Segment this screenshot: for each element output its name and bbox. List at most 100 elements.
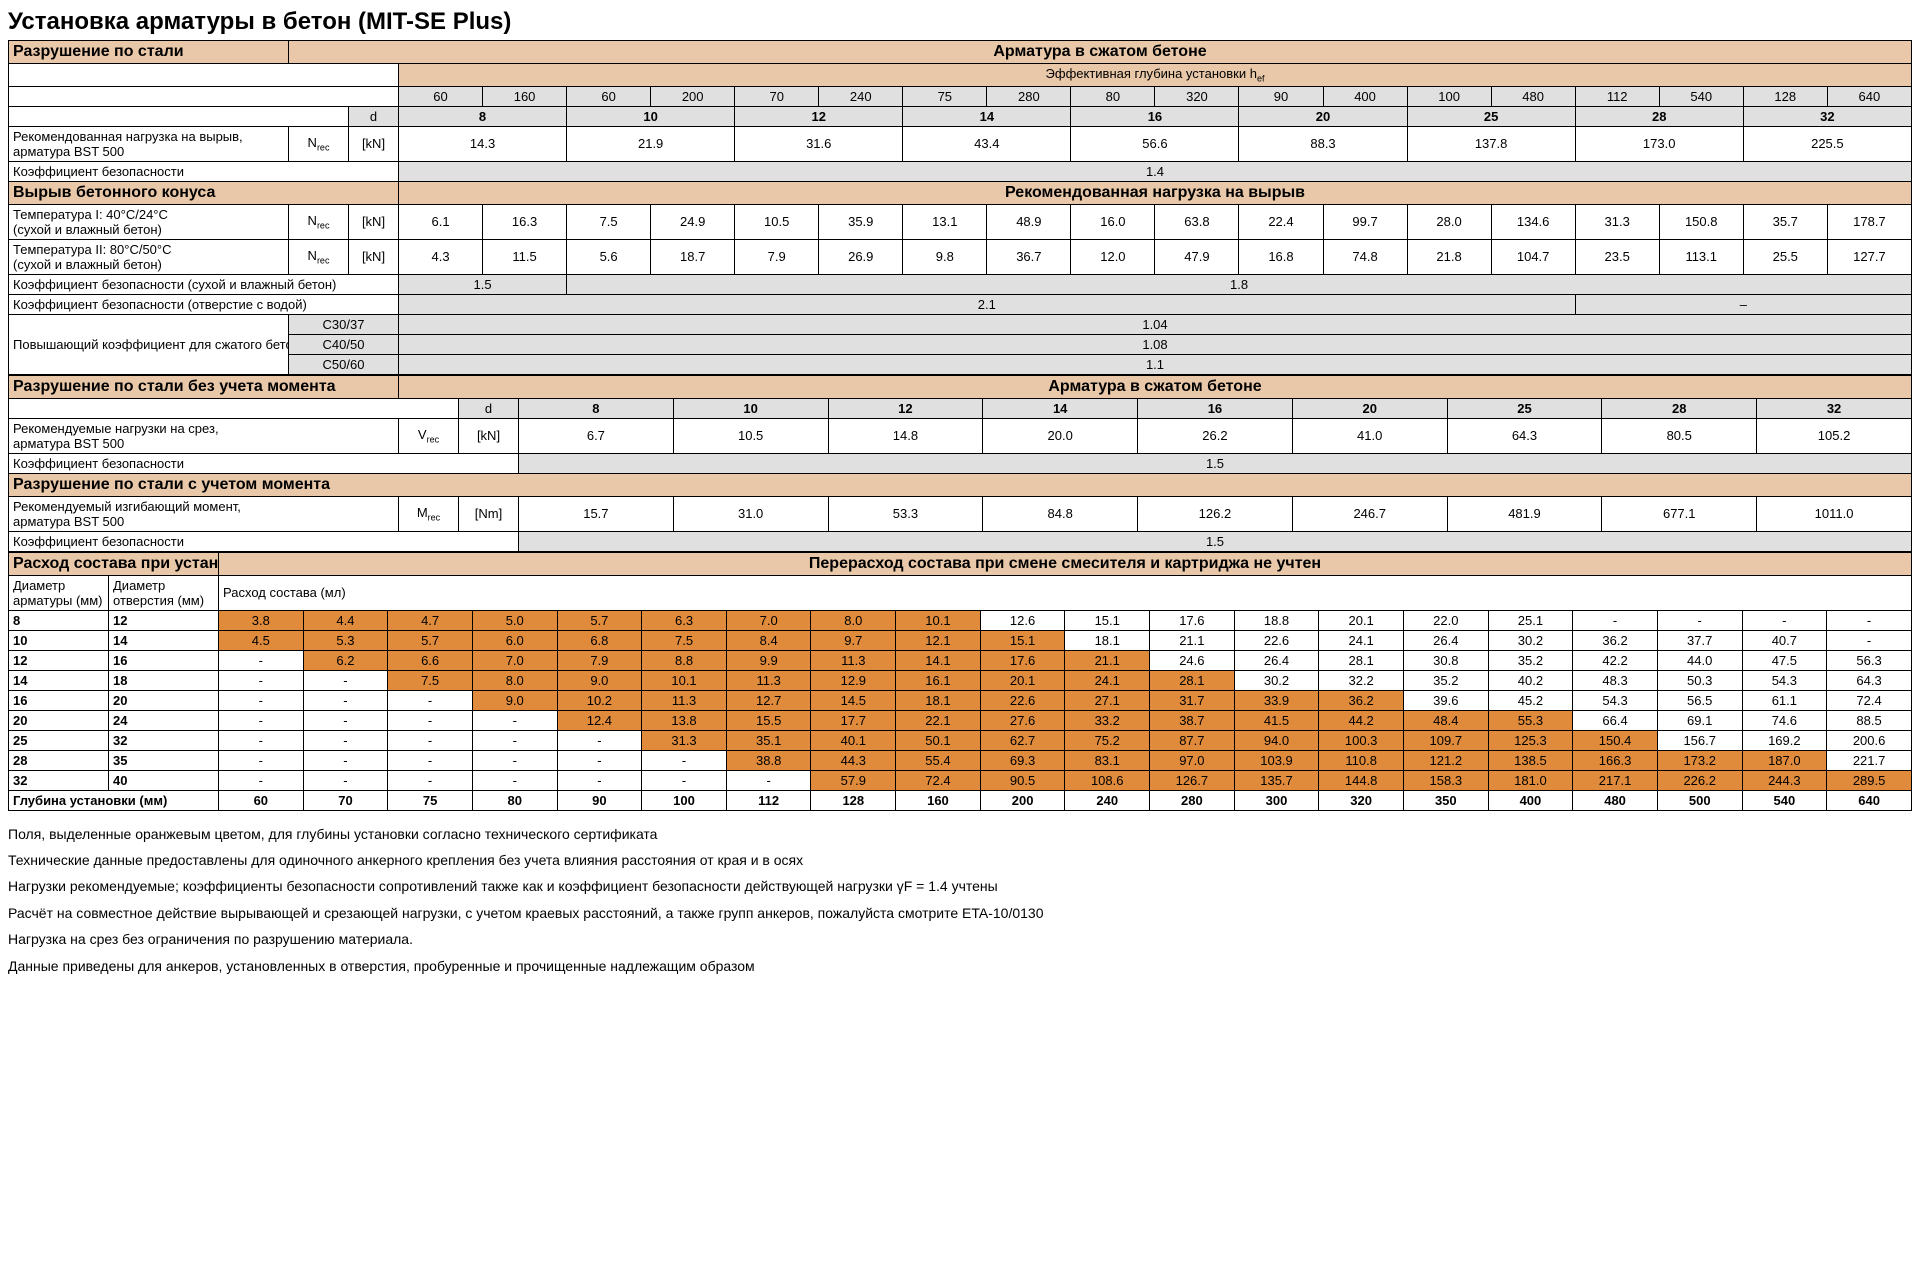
consumption-cell: 8.0: [811, 610, 896, 630]
consumption-cell: -: [303, 770, 388, 790]
temp2-cell: 47.9: [1155, 239, 1239, 274]
consumption-cell: 56.3: [1827, 650, 1912, 670]
diam-cell: 10: [567, 106, 735, 126]
temp2-cell: 127.7: [1827, 239, 1911, 274]
diam-cell: 25: [1407, 106, 1575, 126]
boost-v2: 1.1: [399, 354, 1912, 374]
depth-footer-cell: 480: [1573, 790, 1658, 810]
temp2-cell: 26.9: [819, 239, 903, 274]
consumption-cell: 22.1: [896, 710, 981, 730]
consumption-cell: 90.5: [980, 770, 1065, 790]
moment-cell: 53.3: [828, 496, 983, 531]
nrec-cell: 137.8: [1407, 126, 1575, 161]
nrec-cell: 14.3: [399, 126, 567, 161]
consumption-cell: 33.2: [1065, 710, 1150, 730]
consumption-cell: 7.9: [557, 650, 642, 670]
consumption-cell: 37.7: [1657, 630, 1742, 650]
moment-cell: 15.7: [519, 496, 674, 531]
s3-diam-cell: 16: [1138, 398, 1293, 418]
consumption-cell: 109.7: [1403, 730, 1488, 750]
boost-c1: C40/50: [289, 334, 399, 354]
consumption-cell: 22.6: [980, 690, 1065, 710]
temp1-cell: 150.8: [1659, 204, 1743, 239]
table-steel-failure: Разрушение по стали Арматура в сжатом бе…: [8, 40, 1912, 375]
consumption-cell: 55.3: [1488, 710, 1573, 730]
consumption-cell: 226.2: [1657, 770, 1742, 790]
consumption-cell: 50.1: [896, 730, 981, 750]
table-shear-moment: Разрушение по стали без учета момента Ар…: [8, 375, 1912, 552]
consumption-cell: 11.3: [726, 670, 811, 690]
consumption-cell: 7.5: [642, 630, 727, 650]
consumption-cell: 18.1: [896, 690, 981, 710]
note-line: Нагрузки рекомендуемые; коэффициенты без…: [8, 875, 1912, 897]
boost-v0: 1.04: [399, 314, 1912, 334]
consumption-cell: 32.2: [1319, 670, 1404, 690]
consumption-cell: 25.1: [1488, 610, 1573, 630]
consumption-cell: 12.7: [726, 690, 811, 710]
safety-dry-v1: 1.8: [567, 274, 1912, 294]
s3-diam-cell: 14: [983, 398, 1138, 418]
moment-label: Рекомендуемый изгибающий момент, арматур…: [9, 496, 399, 531]
consumption-cell: 173.2: [1657, 750, 1742, 770]
consumption-cell: 14.1: [896, 650, 981, 670]
consumption-cell: 21.1: [1065, 650, 1150, 670]
consumption-cell: 15.1: [980, 630, 1065, 650]
section1-header: Разрушение по стали: [9, 41, 289, 64]
consumption-cell: -: [642, 750, 727, 770]
temp1-cell: 31.3: [1575, 204, 1659, 239]
depth-footer-cell: 90: [557, 790, 642, 810]
moment-cell: 1011.0: [1757, 496, 1912, 531]
safety1-label: Коэффициент безопасности: [9, 161, 399, 181]
depth-cell: 128: [1743, 86, 1827, 106]
consumption-cell: 31.3: [642, 730, 727, 750]
consumption-cell: 10.1: [896, 610, 981, 630]
consumption-cell: 44.2: [1319, 710, 1404, 730]
consumption-cell: 38.8: [726, 750, 811, 770]
consumption-cell: -: [557, 770, 642, 790]
boost-label: Повышающий коэффициент для сжатого бетон…: [9, 314, 289, 374]
consumption-cell: 10.2: [557, 690, 642, 710]
depth-cell: 280: [987, 86, 1071, 106]
hole-diam: 32: [109, 730, 219, 750]
consumption-cell: 6.0: [472, 630, 557, 650]
notes-section: Поля, выделенные оранжевым цветом, для г…: [8, 823, 1912, 977]
depth-footer-cell: 280: [1150, 790, 1235, 810]
consumption-cell: 4.5: [219, 630, 304, 650]
temp2-cell: 74.8: [1323, 239, 1407, 274]
consumption-cell: 17.6: [980, 650, 1065, 670]
consumption-cell: 39.6: [1403, 690, 1488, 710]
temp2-cell: 5.6: [567, 239, 651, 274]
depth-cell: 640: [1827, 86, 1911, 106]
consumption-cell: 6.8: [557, 630, 642, 650]
section3-right: Арматура в сжатом бетоне: [399, 375, 1912, 398]
consumption-cell: 11.3: [811, 650, 896, 670]
depth-cell: 60: [567, 86, 651, 106]
consumption-row: 2024----12.413.815.517.722.127.633.238.7…: [9, 710, 1912, 730]
temp1-cell: 16.3: [483, 204, 567, 239]
depth-footer-cell: 240: [1065, 790, 1150, 810]
depth-cell: 320: [1155, 86, 1239, 106]
consumption-cell: 56.5: [1657, 690, 1742, 710]
depth-label: Эффективная глубина установки hef: [399, 64, 1912, 87]
consumption-cell: 7.0: [472, 650, 557, 670]
consumption-cell: 17.7: [811, 710, 896, 730]
consumption-cell: 135.7: [1234, 770, 1319, 790]
depth-footer-cell: 75: [388, 790, 473, 810]
temp2-cell: 16.8: [1239, 239, 1323, 274]
consumption-cell: 44.3: [811, 750, 896, 770]
temp2-cell: 12.0: [1071, 239, 1155, 274]
depth-cell: 200: [651, 86, 735, 106]
depth-cell: 112: [1575, 86, 1659, 106]
consumption-cell: 47.5: [1742, 650, 1827, 670]
consumption-cell: 48.3: [1573, 670, 1658, 690]
s3-diam-cell: 8: [519, 398, 674, 418]
consumption-cell: 21.1: [1150, 630, 1235, 650]
depth-cell: 80: [1071, 86, 1155, 106]
temp2-cell: 4.3: [399, 239, 483, 274]
consumption-cell: 5.0: [472, 610, 557, 630]
consumption-cell: -: [388, 710, 473, 730]
consumption-cell: -: [472, 750, 557, 770]
shear-cell: 80.5: [1602, 418, 1757, 453]
consumption-cell: 158.3: [1403, 770, 1488, 790]
temp2-cell: 25.5: [1743, 239, 1827, 274]
